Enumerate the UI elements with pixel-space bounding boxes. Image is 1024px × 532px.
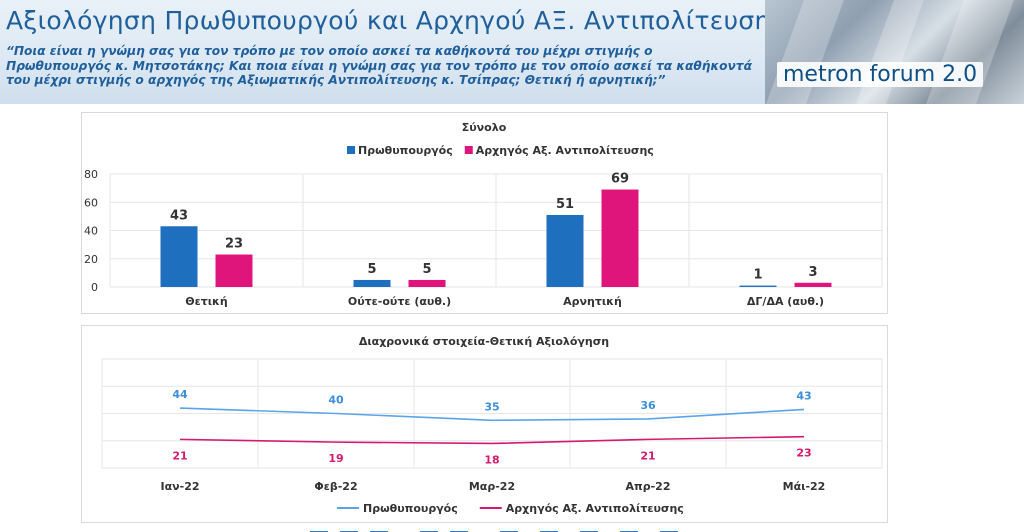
- metron-forum-logo: metron forum 2.0: [765, 0, 1024, 104]
- bar-y-tick: 60: [84, 196, 98, 209]
- bar-chart: Σύνολο Πρωθυπουργός Αρχηγός Αξ. Αντιπολίτ…: [84, 121, 883, 308]
- bar-chart-title: Σύνολο: [462, 121, 507, 134]
- question-line-1: “Ποια είναι η γνώμη σας για τον τρόπο με…: [6, 44, 653, 58]
- bar-opp-3: [794, 282, 832, 287]
- bar-opp-0: [215, 254, 253, 287]
- line-chart: Διαχρονικά στοιχεία-Θετική Αξιολόγηση 44…: [101, 335, 883, 515]
- bar-data-label: 5: [367, 262, 376, 277]
- bar-legend-label: Πρωθυπουργός: [358, 144, 453, 157]
- line-chart-title: Διαχρονικά στοιχεία-Θετική Αξιολόγηση: [359, 335, 609, 348]
- bar-opp-1: [408, 279, 446, 287]
- line-data-label: 21: [640, 449, 655, 462]
- bar-chart-card: Σύνολο Πρωθυπουργός Αρχηγός Αξ. Αντιπολίτ…: [81, 112, 888, 314]
- bar-legend-label: Αρχηγός Αξ. Αντιπολίτευσης: [476, 144, 654, 157]
- line-x-label: Μάι-22: [783, 480, 826, 493]
- bar-pm-1: [353, 279, 391, 287]
- question-line-3: του μέχρι στιγμής ο αρχηγός της Αξιωματι…: [6, 73, 666, 87]
- line-chart-card: Διαχρονικά στοιχεία-Θετική Αξιολόγηση 44…: [81, 325, 888, 523]
- line-data-label: 19: [328, 452, 343, 465]
- page-title: Αξιολόγηση Πρωθυπουργού και Αρχηγού ΑΞ. …: [6, 6, 786, 35]
- question-line-2: Πρωθυπουργός κ. Μητσοτάκης; Και ποια είν…: [6, 58, 752, 73]
- line-x-label: Ιαν-22: [160, 480, 199, 493]
- line-x-label: Μαρ-22: [469, 480, 515, 493]
- bar-data-label: 43: [170, 208, 188, 223]
- line-data-label: 18: [484, 453, 499, 466]
- logo-text: metron forum 2.0: [777, 62, 984, 87]
- bar-category-label: ΔΓ/ΔΑ (αυθ.): [747, 295, 824, 308]
- line-x-label: Απρ-22: [626, 480, 671, 493]
- bar-data-label: 1: [753, 268, 762, 283]
- line-data-label: 43: [796, 389, 811, 402]
- line-series-pm: [179, 407, 805, 422]
- bar-data-label: 3: [808, 265, 817, 280]
- line-data-label: 40: [328, 394, 344, 407]
- bar-category-label: Ούτε-ούτε (αυθ.): [348, 295, 451, 308]
- bar-pm-2: [546, 214, 584, 287]
- bar-y-tick: 40: [84, 225, 98, 238]
- bar-opp-2: [601, 189, 639, 287]
- line-data-label: 35: [484, 400, 499, 413]
- line-data-label: 21: [172, 449, 187, 462]
- bar-category-label: Αρνητική: [563, 295, 622, 308]
- line-data-label: 44: [172, 388, 188, 401]
- bar-category-label: Θετική: [185, 295, 227, 308]
- bar-pm-0: [160, 226, 198, 287]
- bar-data-label: 5: [422, 262, 431, 277]
- footer-strip: [300, 522, 720, 532]
- bar-data-label: 23: [225, 237, 243, 252]
- bar-pm-3: [739, 285, 777, 287]
- line-legend-label: Αρχηγός Αξ. Αντιπολίτευσης: [506, 502, 684, 515]
- line-legend-label: Πρωθυπουργός: [363, 502, 458, 515]
- bar-data-label: 69: [611, 172, 629, 187]
- line-series-opp: [179, 435, 805, 445]
- bar-data-label: 51: [556, 197, 574, 212]
- bar-legend-swatch: [464, 146, 473, 154]
- line-data-label: 36: [640, 399, 656, 412]
- header-banner: Αξιολόγηση Πρωθυπουργού και Αρχηγού ΑΞ. …: [0, 0, 1024, 104]
- line-x-label: Φεβ-22: [314, 480, 357, 493]
- bar-y-tick: 20: [84, 253, 98, 266]
- line-data-label: 23: [796, 447, 811, 460]
- survey-question: “Ποια είναι η γνώμη σας για τον τρόπο με…: [6, 44, 776, 88]
- bar-y-tick: 80: [84, 168, 98, 181]
- bar-legend-swatch: [347, 146, 355, 154]
- bar-y-tick: 0: [91, 281, 98, 294]
